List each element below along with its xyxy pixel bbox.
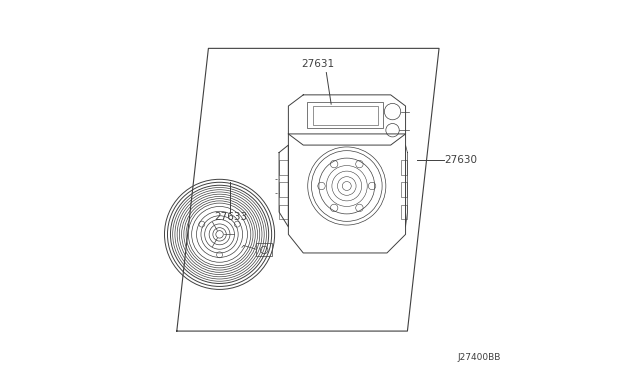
Bar: [307, 102, 383, 128]
Bar: [401, 160, 408, 175]
Bar: [279, 160, 289, 175]
Text: 27631: 27631: [301, 59, 335, 69]
Bar: [279, 182, 289, 197]
Text: 27630: 27630: [445, 155, 477, 165]
Bar: [256, 243, 273, 256]
Bar: [279, 205, 289, 219]
Text: J27400BB: J27400BB: [457, 353, 500, 362]
Text: 27633: 27633: [214, 212, 247, 222]
Bar: [401, 205, 408, 219]
Bar: [401, 182, 408, 197]
Bar: [312, 106, 378, 125]
